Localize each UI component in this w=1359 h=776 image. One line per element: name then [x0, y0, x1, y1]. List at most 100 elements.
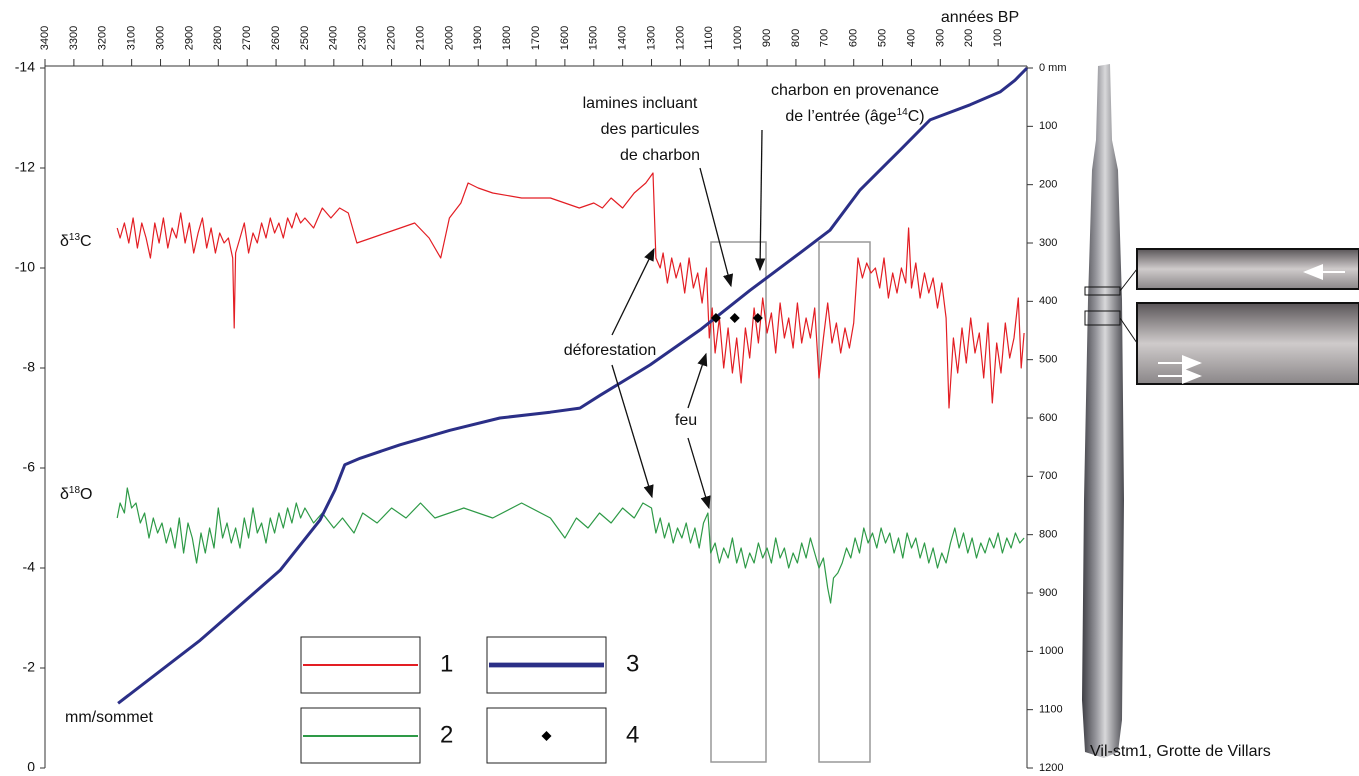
label-sup: 18 [69, 485, 81, 496]
arrow [687, 437, 711, 510]
connector [1119, 317, 1138, 344]
arrow [754, 129, 766, 272]
inset [1136, 302, 1359, 385]
y2-tick-label: 400 [1039, 295, 1057, 307]
label-part: C [80, 233, 92, 250]
x-tick-label: 200 [963, 29, 975, 47]
y2-tick-label: 1000 [1039, 645, 1063, 657]
annotation: déforestation [564, 342, 657, 359]
x-tick-label: 2800 [212, 26, 224, 50]
x-tick-label: 2100 [414, 26, 426, 50]
d13c-label: δ13C [60, 232, 92, 250]
x-tick-label: 1400 [617, 26, 629, 50]
x-tick-label: 3100 [126, 26, 138, 50]
y2-tick-label: 0 mm [1039, 62, 1067, 74]
x-tick-label: 1200 [674, 26, 686, 50]
x-tick-label: 700 [819, 29, 831, 47]
legend-label: 3 [626, 650, 639, 677]
x-tick-label: 1300 [645, 26, 657, 50]
legend-label: 2 [440, 721, 453, 748]
d18o-label: δ18O [60, 485, 92, 503]
y-tick-label: -10 [15, 259, 35, 275]
y-tick-label: -2 [23, 659, 36, 675]
x-tick-label: 1800 [501, 26, 513, 50]
arrow [611, 364, 654, 499]
zone [710, 241, 767, 763]
x-tick-label: 2700 [241, 26, 253, 50]
x-tick-label: 500 [876, 29, 888, 47]
x-tick-label: 900 [761, 29, 773, 47]
x-tick-label: 1100 [703, 26, 715, 50]
inset [1136, 248, 1359, 290]
label-part: δ [60, 486, 69, 503]
y2-tick-label: 300 [1039, 237, 1057, 249]
x-axis-label: années BP [941, 9, 1019, 26]
x-tick-label: 1700 [530, 26, 542, 50]
series-line [117, 66, 1029, 705]
legend-label: 1 [440, 650, 453, 677]
annotation: des particules [601, 121, 700, 138]
x-tick-label: 2300 [357, 26, 369, 50]
y2-axis-label: mm/sommet [65, 709, 154, 726]
legend-box [486, 707, 607, 764]
annotation: charbon en provenance [771, 82, 939, 99]
marker [710, 313, 721, 323]
y2-tick-label: 100 [1039, 120, 1057, 132]
y2-tick-label: 1100 [1039, 704, 1063, 716]
x-tick-label: 2400 [328, 26, 340, 50]
x-tick-label: 2200 [385, 26, 397, 50]
x-tick-label: 1000 [732, 26, 744, 50]
x-tick-label: 2500 [299, 26, 311, 50]
legend-label: 4 [626, 721, 639, 748]
x-tick-label: 3400 [39, 26, 51, 50]
annotation: de charbon [620, 147, 700, 164]
plot [116, 66, 1029, 705]
label-part: de l’entrée (âge [785, 108, 896, 125]
y2-tick-label: 500 [1039, 354, 1057, 366]
connector [1119, 268, 1138, 292]
sample-label: Vil-stm1, Grotte de Villars [1090, 743, 1271, 760]
x-tick-label: 300 [934, 29, 946, 47]
y-tick-label: -14 [15, 59, 35, 75]
y2-tick-label: 600 [1039, 412, 1057, 424]
x-tick-label: 600 [848, 29, 860, 47]
zone [818, 241, 871, 763]
x-tick-label: 2000 [443, 26, 455, 50]
series-line [116, 172, 1025, 409]
y2-tick-label: 1200 [1039, 762, 1063, 771]
x-tick-label: 2900 [183, 26, 195, 50]
x-tick-label: 1900 [472, 26, 484, 50]
label-part: δ [60, 233, 69, 250]
annotation: feu [675, 412, 697, 429]
x-tick-label: 1500 [588, 26, 600, 50]
x-tick-label: 2600 [270, 26, 282, 50]
label-part: C) [908, 108, 925, 125]
y2-tick-label: 900 [1039, 587, 1057, 599]
arrow [611, 247, 655, 336]
label-part: O [80, 486, 92, 503]
y-tick-label: -6 [23, 459, 36, 475]
annotation: lamines incluant [583, 95, 698, 112]
arrow [687, 352, 708, 409]
x-tick-label: 3200 [97, 26, 109, 50]
x-tick-label: 3000 [154, 26, 166, 50]
y2-tick-label: 200 [1039, 179, 1057, 191]
marker [752, 313, 763, 323]
arrow [699, 167, 734, 288]
marker [729, 313, 740, 323]
arrows [611, 129, 766, 510]
y-tick-label: 0 [27, 759, 35, 771]
y2-tick-label: 800 [1039, 529, 1057, 541]
legend-marker [541, 731, 552, 741]
x-tick-label: 400 [905, 29, 917, 47]
stalagmite-photo [1082, 64, 1359, 758]
label-sup: 14 [897, 107, 909, 118]
annotation: de l’entrée (âge14C) [785, 107, 924, 125]
label-sup: 13 [69, 232, 81, 243]
x-tick-label: 1600 [559, 26, 571, 50]
y-tick-label: -4 [23, 559, 36, 575]
series-line [116, 487, 1025, 604]
stalagmite [1082, 64, 1124, 758]
y2-tick-label: 700 [1039, 470, 1057, 482]
legend: 1 2 3 4 [300, 636, 639, 764]
